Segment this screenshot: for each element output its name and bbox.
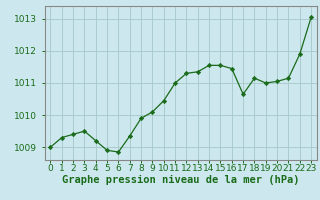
X-axis label: Graphe pression niveau de la mer (hPa): Graphe pression niveau de la mer (hPa) [62,175,300,185]
